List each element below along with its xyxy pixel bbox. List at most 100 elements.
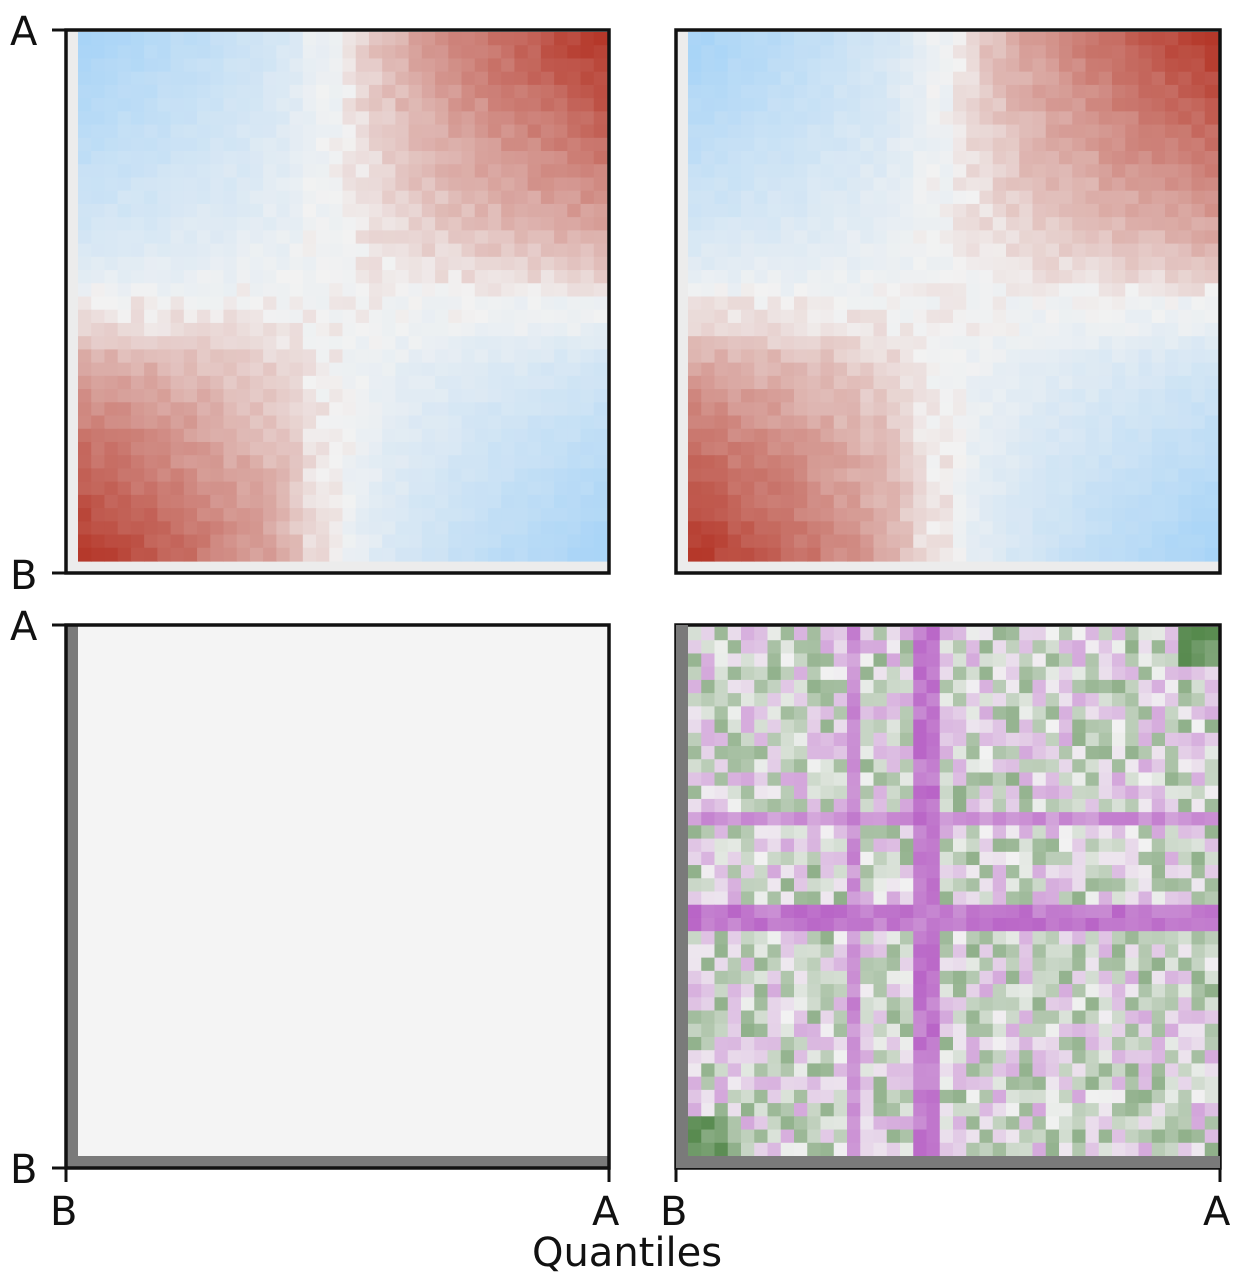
svg-br-cell — [1072, 1023, 1087, 1038]
svg-tl-cell — [342, 402, 357, 417]
svg-tl-cell — [144, 243, 158, 258]
svg-tl-cell — [448, 256, 463, 271]
svg-tl-cell — [302, 190, 317, 205]
svg-tl-cell — [487, 296, 502, 311]
svg-tl-cell — [554, 203, 568, 218]
svg-br-cell — [1165, 1103, 1179, 1117]
svg-tl-cell — [289, 270, 304, 284]
svg-tl-cell — [289, 71, 304, 86]
svg-tl-cell — [157, 402, 172, 417]
svg-tl-cell — [368, 362, 383, 377]
svg-tl-cell — [501, 164, 516, 179]
svg-tl-cell — [210, 256, 225, 271]
svg-br-cell — [860, 653, 875, 668]
svg-tl-cell — [355, 481, 370, 496]
svg-br-cell — [1019, 838, 1034, 853]
svg-br-cell — [1059, 957, 1073, 972]
svg-br-cell — [688, 693, 702, 707]
svg-tl-cell — [236, 309, 251, 324]
svg-br-cell — [1191, 759, 1206, 774]
svg-tl-cell — [329, 230, 344, 245]
svg-tl-cell — [593, 349, 608, 364]
svg-tl-cell — [236, 508, 251, 522]
svg-br-cell — [900, 825, 914, 840]
svg-tl-cell — [421, 441, 436, 456]
svg-br-cell — [833, 838, 848, 853]
svg-br-cell — [1151, 1142, 1166, 1157]
svg-tl-cell — [197, 375, 211, 390]
svg-tl-cell — [316, 455, 330, 470]
svg-br-cell — [1151, 944, 1166, 959]
svg-tl-cell — [395, 32, 410, 46]
svg-br-cell — [1072, 812, 1087, 826]
svg-br-cell — [1204, 640, 1219, 655]
svg-br-cell — [1059, 798, 1073, 813]
svg-br-cell — [1191, 719, 1206, 734]
svg-tl-cell — [91, 296, 106, 311]
svg-tl-cell — [117, 375, 132, 390]
svg-br-cell — [701, 798, 716, 813]
svg-tl-cell — [91, 84, 106, 99]
svg-br-cell — [926, 970, 941, 985]
br-left-edge — [676, 625, 688, 1168]
svg-tl-cell — [197, 309, 211, 324]
svg-tl-cell — [540, 322, 555, 337]
svg-tl-cell — [183, 494, 198, 509]
svg-br-cell — [873, 1010, 888, 1025]
svg-tl-cell — [474, 45, 489, 60]
svg-br-cell — [966, 706, 981, 721]
svg-tl-cell — [567, 243, 582, 258]
svg-tl-cell — [487, 494, 502, 509]
svg-br-cell — [979, 865, 994, 879]
svg-br-cell — [1165, 653, 1179, 668]
svg-tl-cell — [382, 441, 396, 456]
svg-br-cell — [953, 1023, 967, 1038]
svg-tl-cell — [474, 164, 489, 179]
svg-br-cell — [900, 838, 914, 853]
svg-tl-cell — [249, 137, 264, 152]
svg-tl-cell — [210, 534, 225, 549]
svg-br-cell — [992, 931, 1007, 945]
svg-tl-cell — [104, 243, 119, 258]
svg-tl-cell — [527, 415, 542, 430]
svg-tl-cell — [144, 217, 158, 231]
svg-br-cell — [1165, 931, 1179, 945]
svg-br-cell — [1006, 1063, 1020, 1078]
svg-br-cell — [688, 706, 702, 721]
svg-tl-cell — [236, 243, 251, 258]
svg-tl-cell — [329, 375, 344, 390]
svg-tl-cell — [540, 45, 555, 60]
svg-tl-cell — [210, 203, 225, 218]
svg-tl-cell — [382, 177, 396, 192]
svg-br-cell — [1151, 759, 1166, 774]
svg-tl-cell — [593, 547, 608, 562]
svg-tl-cell — [236, 32, 251, 46]
svg-tl-cell — [382, 362, 396, 377]
svg-br-cell — [847, 746, 861, 760]
svg-br-cell — [900, 970, 914, 985]
svg-br-cell — [727, 653, 742, 668]
svg-tl-cell — [342, 415, 357, 430]
svg-br-cell — [767, 1036, 782, 1051]
svg-tl-cell — [183, 164, 198, 179]
svg-br-cell — [807, 904, 822, 919]
svg-tl-cell — [183, 98, 198, 112]
svg-tl-cell — [249, 230, 264, 245]
svg-br-cell — [1138, 798, 1153, 813]
svg-br-cell — [1072, 825, 1087, 840]
svg-br-cell — [767, 1116, 782, 1131]
svg-tl-cell — [342, 481, 357, 496]
svg-br-cell — [1045, 706, 1060, 721]
svg-tr-cell — [754, 45, 769, 60]
svg-br-cell — [1165, 904, 1179, 919]
svg-br-cell — [1125, 1010, 1140, 1025]
svg-br-cell — [979, 1116, 994, 1131]
svg-tl-cell — [236, 111, 251, 126]
svg-br-cell — [1138, 931, 1153, 945]
svg-tl-cell — [302, 230, 317, 245]
svg-br-cell — [794, 666, 808, 681]
svg-tl-cell — [567, 71, 582, 86]
svg-tl-cell — [263, 243, 277, 258]
svg-tr-cell — [939, 32, 954, 46]
